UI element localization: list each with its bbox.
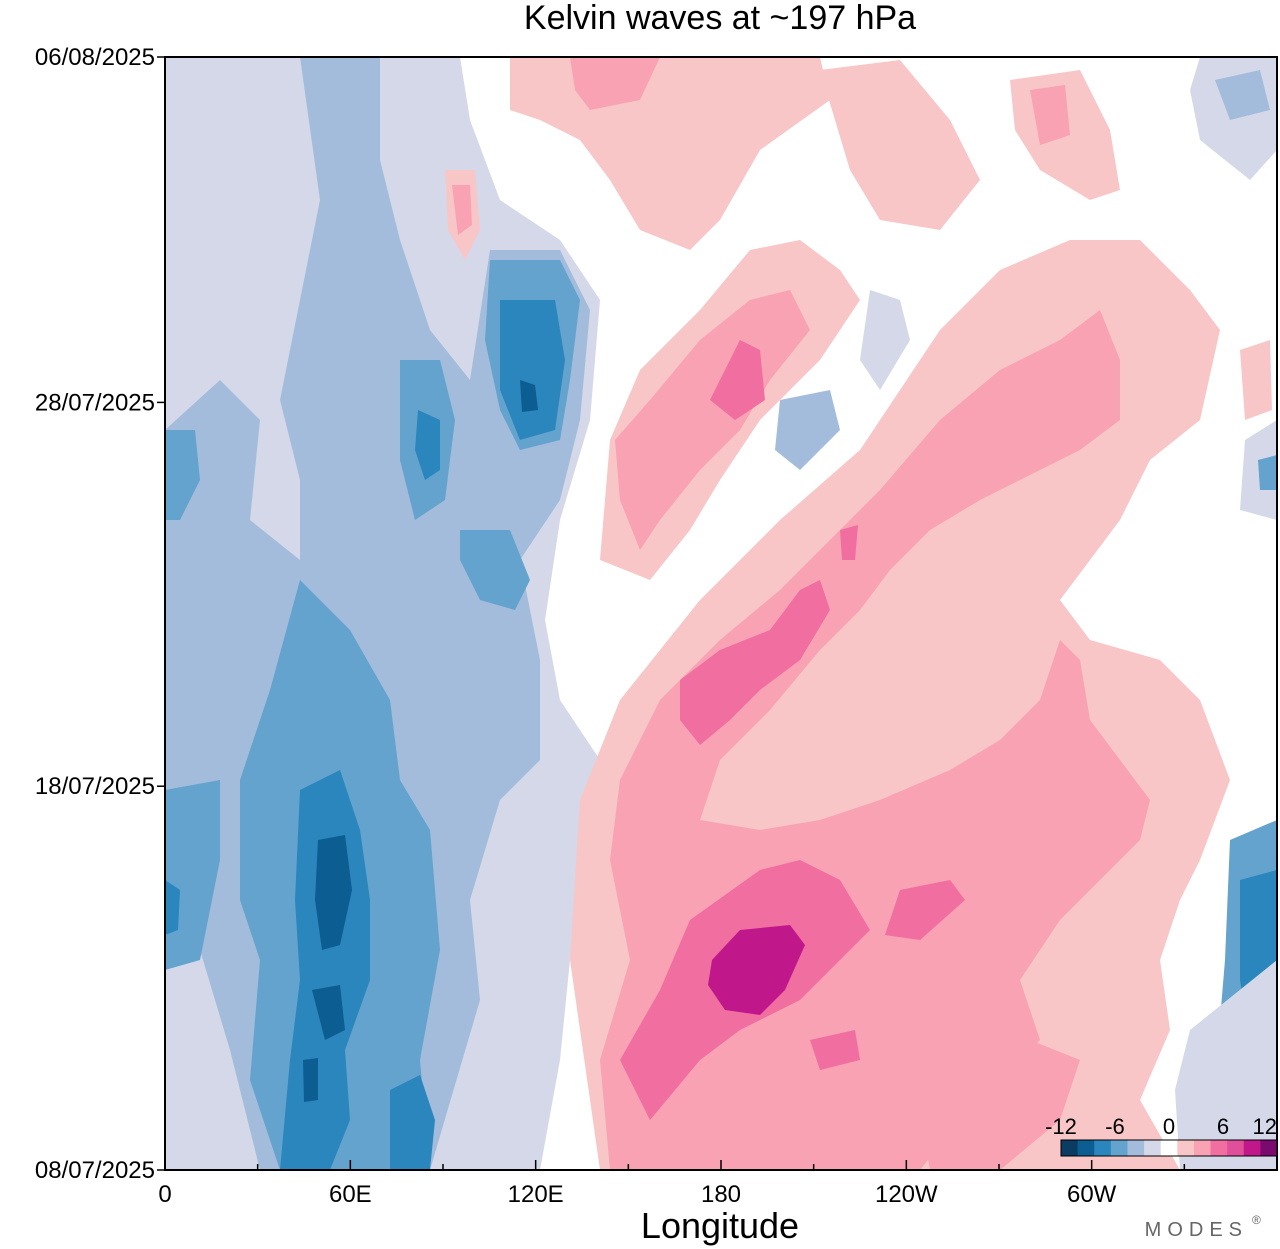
negative-anomaly-contours [165, 57, 1277, 1170]
x-tick-label: 60W [1067, 1181, 1117, 1208]
x-tick-label: 120W [875, 1181, 938, 1208]
brand-logo: MODES [1145, 1219, 1248, 1241]
colorbar-swatch [1260, 1140, 1278, 1156]
colorbar-swatch [1177, 1140, 1195, 1156]
colorbar-label: 6 [1217, 1114, 1229, 1139]
y-tick-label: 08/07/2025 [35, 1157, 155, 1184]
y-axis: 08/07/2025 18/07/2025 28/07/2025 06/08/2025 [35, 44, 165, 1184]
colorbar-swatch [1227, 1140, 1245, 1156]
x-tick-label: 60E [329, 1181, 372, 1208]
colorbar-frame [1060, 1139, 1278, 1157]
colorbar-swatch [1144, 1140, 1162, 1156]
chart-title: Kelvin waves at ~197 hPa [524, 0, 916, 37]
colorbar-label: -12 [1045, 1114, 1077, 1139]
positive-anomaly-contours [445, 57, 1272, 1170]
colorbar-label: 0 [1163, 1114, 1175, 1139]
colorbar-label: 12 [1253, 1114, 1277, 1139]
colorbar-swatch [1061, 1140, 1079, 1156]
brand-registered-mark: ® [1252, 1213, 1261, 1227]
colorbar-swatch [1160, 1140, 1178, 1156]
colorbar-swatch [1077, 1140, 1095, 1156]
colorbar-swatch [1127, 1140, 1145, 1156]
x-tick-label: 0 [158, 1181, 171, 1208]
y-tick-label: 28/07/2025 [35, 389, 155, 416]
y-tick-label: 06/08/2025 [35, 44, 155, 71]
x-tick-label: 120E [508, 1181, 564, 1208]
anomaly-field [165, 57, 1277, 1170]
x-axis: 0 60E 120E 180 120W 60W [158, 1160, 1278, 1208]
colorbar-swatch [1193, 1140, 1212, 1156]
colorbar: -12 -6 0 6 12 [1045, 1114, 1278, 1157]
colorbar-swatch [1210, 1140, 1228, 1156]
y-tick-label: 18/07/2025 [35, 773, 155, 800]
colorbar-label: -6 [1105, 1114, 1125, 1139]
colorbar-swatch [1094, 1140, 1112, 1156]
x-axis-label: Longitude [641, 1205, 799, 1246]
x-tick-label: 180 [701, 1181, 741, 1208]
colorbar-swatch [1243, 1140, 1261, 1156]
colorbar-swatch [1110, 1140, 1128, 1156]
